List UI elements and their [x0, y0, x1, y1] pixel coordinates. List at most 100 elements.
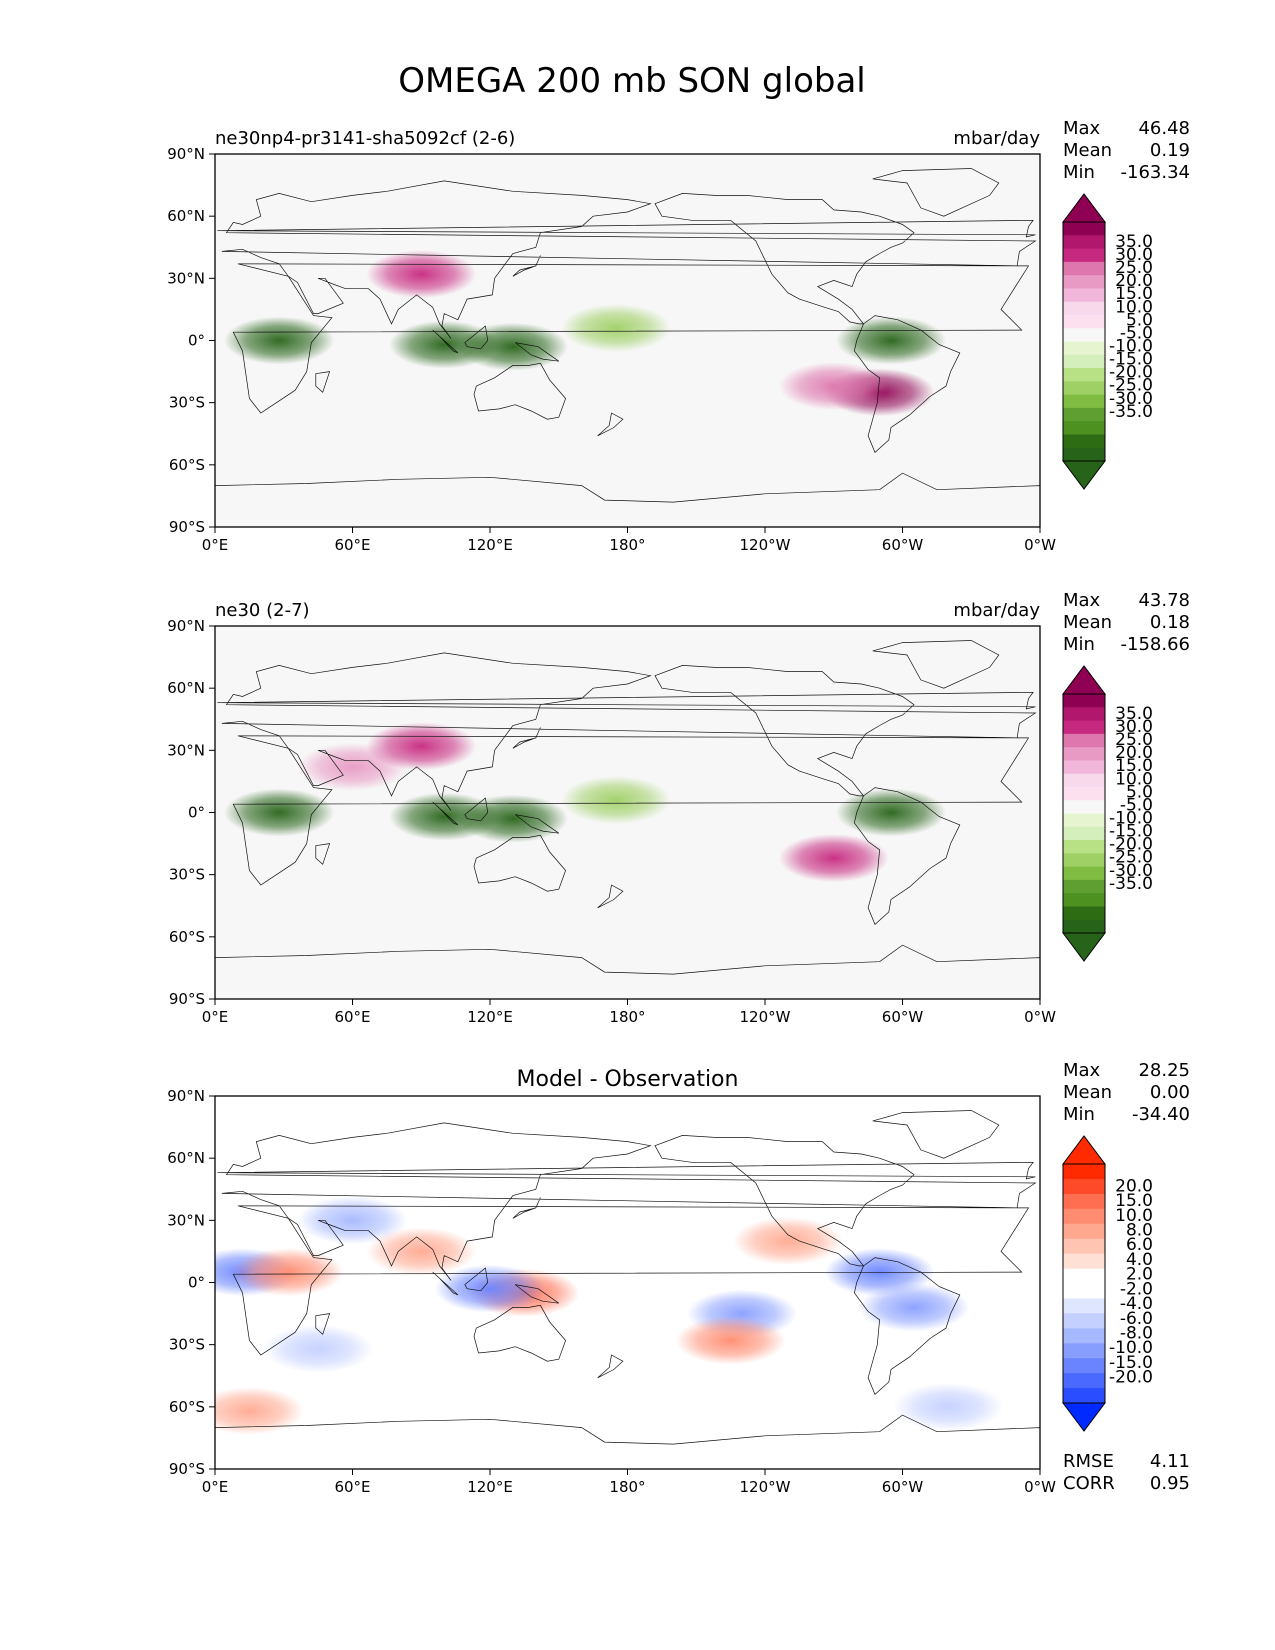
x-tick-label: 0°E [202, 1478, 229, 1496]
colorbar-segment [1063, 773, 1105, 788]
stat-label-mean: Mean [1063, 612, 1112, 633]
x-tick-label: 60°E [334, 536, 370, 554]
colorbar-segment [1063, 261, 1105, 276]
colorbar-label: -20.0 [1109, 363, 1153, 383]
colorbar-label: -35.0 [1109, 874, 1153, 894]
colorbar-segment [1063, 1164, 1105, 1180]
field-anomaly [297, 1196, 408, 1245]
colorbar-label: -4.0 [1120, 1294, 1153, 1314]
colorbar-segment [1063, 1343, 1105, 1359]
colorbar-segment [1063, 248, 1105, 263]
colorbar-segment [1063, 354, 1105, 369]
field-anomaly [836, 316, 947, 365]
colorbar-label: -35.0 [1109, 402, 1153, 422]
field-anomaly [858, 1283, 969, 1332]
colorbar-label: 35.0 [1115, 232, 1153, 252]
colorbar-label: 6.0 [1126, 1235, 1153, 1255]
y-tick-label: 90°S [169, 518, 205, 536]
colorbar-segment [1063, 328, 1105, 342]
panel-2: 0°E 60°E 120°E 180° 120°W 60°W 0°W 90°N 60°N 30°N… [167, 590, 1190, 1026]
colorbar-label: 10.0 [1115, 769, 1153, 789]
colorbar-label: -5.0 [1120, 795, 1153, 815]
stat-label-mean: Mean [1063, 140, 1112, 161]
y-tick-label: 0° [188, 1274, 205, 1292]
field-anomaly [778, 362, 889, 411]
field-anomaly [366, 722, 477, 771]
stat-label-max: Max [1063, 118, 1101, 139]
colorbar-segment [1063, 853, 1105, 868]
colorbar: 35.030.025.020.015.010.05.0-5.0-10.0-15.… [1062, 193, 1153, 490]
y-tick-label: 60°N [167, 679, 205, 697]
stat-value-min: -163.34 [1121, 162, 1190, 183]
coastlines [215, 640, 1040, 999]
colorbar-label: -10.0 [1109, 1338, 1153, 1358]
field-anomaly [561, 304, 672, 353]
colorbar: 35.030.025.020.015.010.05.0-5.0-10.0-15.… [1062, 665, 1153, 962]
x-tick-label: 120°E [467, 1478, 513, 1496]
colorbar-segment [1063, 1238, 1105, 1255]
colorbar-segment [1063, 893, 1105, 907]
field-layer [215, 1196, 1004, 1435]
colorbar-label: -30.0 [1109, 861, 1153, 881]
colorbar-segment [1063, 222, 1105, 236]
stat-label-min: Min [1063, 634, 1095, 655]
colorbar-segment [1063, 786, 1105, 801]
y-tick-label: 0° [188, 804, 205, 822]
colorbar-segment [1063, 1208, 1105, 1225]
figure-title: OMEGA 200 mb SON global [398, 61, 865, 101]
colorbar-label: 20.0 [1115, 1176, 1153, 1196]
colorbar-segment [1063, 906, 1105, 921]
colorbar-segment [1063, 1388, 1105, 1404]
field-layer [224, 250, 947, 417]
y-tick-label: 60°S [169, 1398, 205, 1416]
corr-value: 0.95 [1150, 1473, 1190, 1494]
colorbar-segment [1063, 1193, 1105, 1210]
y-tick-label: 30°S [169, 866, 205, 884]
colorbar-label: 5.0 [1126, 782, 1153, 802]
x-tick-label: 0°W [1024, 1008, 1056, 1026]
x-tick-label: 60°W [882, 1478, 924, 1496]
colorbar-segment [1063, 381, 1105, 396]
x-tick-label: 120°E [467, 536, 513, 554]
colorbar-segment [1063, 447, 1105, 462]
y-tick-label: 30°S [169, 394, 205, 412]
x-tick-label: 60°E [334, 1008, 370, 1026]
x-tick-label: 120°W [740, 1478, 791, 1496]
stat-value-min: -34.40 [1132, 1104, 1190, 1125]
colorbar: 20.015.010.08.06.04.02.0-2.0-4.0-6.0-8.0… [1062, 1135, 1153, 1432]
colorbar-segment [1063, 1253, 1105, 1270]
colorbar-label: -25.0 [1109, 376, 1153, 396]
colorbar-frame [1062, 1163, 1106, 1404]
field-anomaly [366, 250, 477, 299]
x-tick-label: 180° [609, 1478, 645, 1496]
panel-1: 0°E 60°E 120°E 180° 120°W 60°W 0°W 90°N 60°N 30°N… [167, 118, 1190, 554]
colorbar-label: 10.0 [1115, 1206, 1153, 1226]
stat-value-mean: 0.19 [1150, 140, 1190, 161]
colorbar-extend-max [1062, 193, 1106, 223]
colorbar-label: 8.0 [1126, 1221, 1153, 1241]
x-tick-label: 0°W [1024, 1478, 1056, 1496]
colorbar-extend-min [1062, 1402, 1106, 1432]
colorbar-segment [1063, 1373, 1105, 1389]
panel-title-center: Model - Observation [517, 1067, 739, 1092]
colorbar-label: -25.0 [1109, 848, 1153, 868]
x-tick-label: 180° [609, 1008, 645, 1026]
colorbar-label: 25.0 [1115, 730, 1153, 750]
y-tick-label: 90°S [169, 1460, 205, 1478]
stat-label-min: Min [1063, 162, 1095, 183]
stat-value-max: 28.25 [1138, 1060, 1190, 1081]
field-anomaly [457, 794, 568, 843]
colorbar-label: -10.0 [1109, 809, 1153, 829]
colorbar-segment [1063, 720, 1105, 735]
coastlines [215, 1110, 1040, 1469]
coastlines [215, 168, 1040, 527]
corr-label: CORR [1063, 1473, 1115, 1494]
y-tick-label: 0° [188, 332, 205, 350]
colorbar-segment [1063, 1283, 1105, 1299]
x-tick-label: 60°E [334, 1478, 370, 1496]
field-anomaly [435, 1264, 545, 1313]
colorbar-segment [1063, 879, 1105, 894]
stat-value-max: 46.48 [1138, 118, 1190, 139]
colorbar-label: -15.0 [1109, 822, 1153, 842]
field-anomaly [224, 316, 335, 365]
